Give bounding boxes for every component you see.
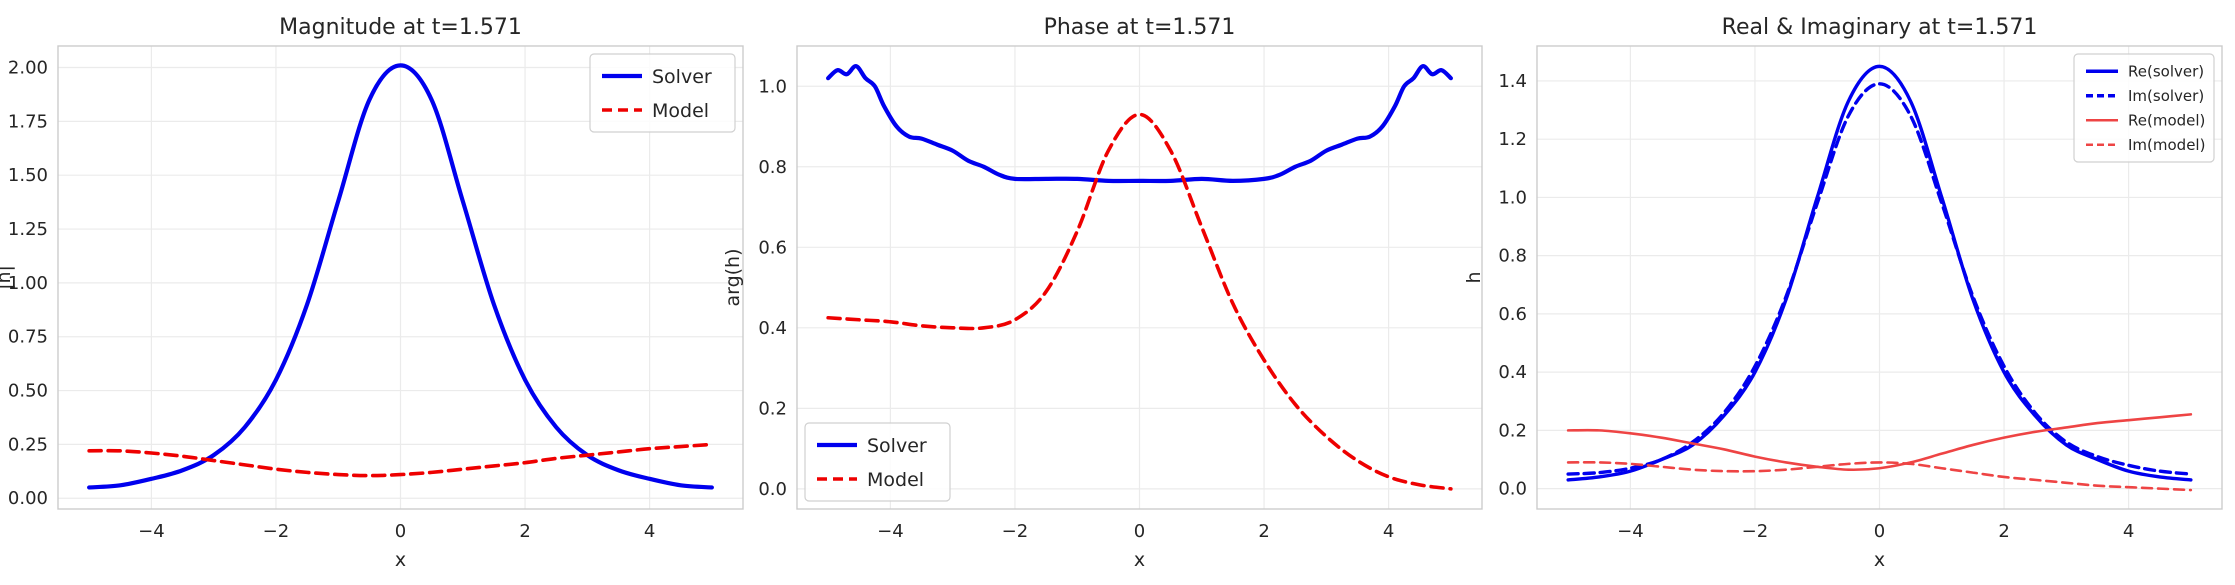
- y-tick-label: 1.00: [8, 273, 48, 294]
- y-tick-label: 2.00: [8, 58, 48, 79]
- y-tick-label: 1.4: [1498, 71, 1527, 92]
- y-tick-label: 1.25: [8, 219, 48, 240]
- y-tick-label: 0.4: [758, 318, 787, 339]
- y-tick-label: 1.0: [758, 76, 787, 97]
- x-tick-label: 0: [1134, 521, 1145, 542]
- legend-label: Model: [652, 100, 709, 122]
- y-tick-label: 0.4: [1498, 362, 1527, 383]
- x-axis-label: x: [395, 549, 406, 571]
- x-tick-label: 2: [1998, 521, 2009, 542]
- series-line-solver: [87, 63, 714, 490]
- y-axis-label: h: [1463, 271, 1485, 283]
- y-tick-label: 0.6: [1498, 304, 1527, 325]
- series-line-im-model-: [1566, 461, 2193, 492]
- x-tick-label: 2: [519, 521, 530, 542]
- plot-frame: [1536, 45, 2223, 510]
- plot-frame: [796, 45, 1483, 510]
- chart-title: Real & Imaginary at t=1.571: [1722, 15, 2038, 40]
- legend-label: Im(solver): [2128, 87, 2204, 105]
- series-line-model: [826, 112, 1453, 491]
- chart-1: −4 −2 0 2 4 0.00 0.25 0.50 0.75 1.00 1.25 1.50 1.75 2…: [0, 15, 744, 571]
- legend-label: Im(model): [2128, 136, 2205, 154]
- x-axis-label: x: [1874, 549, 1885, 571]
- chart-2: −4 −2 0 2 4 0.0 0.2 0.4 0.6 0.8 1.0 Phase at t=1.57…: [722, 15, 1483, 571]
- y-tick-label: 0.0: [1498, 479, 1527, 500]
- x-tick-label: 0: [395, 521, 406, 542]
- x-tick-label: 4: [1383, 521, 1394, 542]
- series-line-solver: [826, 64, 1453, 184]
- y-tick-label: 0.6: [758, 237, 787, 258]
- y-tick-label: 0.00: [8, 488, 48, 509]
- x-tick-label: 4: [644, 521, 655, 542]
- y-tick-label: 1.50: [8, 165, 48, 186]
- plot-frame: [57, 45, 744, 510]
- x-tick-label: −2: [263, 521, 290, 542]
- x-tick-label: −4: [877, 521, 904, 542]
- series-line-model: [87, 442, 714, 478]
- legend-frame: [804, 422, 951, 502]
- legend: Solver Model: [804, 422, 951, 502]
- y-tick-label: 0.75: [8, 327, 48, 348]
- x-tick-label: −4: [1617, 521, 1644, 542]
- y-tick-label: 1.75: [8, 111, 48, 132]
- y-axis-label: arg(h): [722, 248, 744, 306]
- y-tick-label: 0.2: [758, 398, 787, 419]
- y-tick-label: 0.8: [1498, 246, 1527, 267]
- legend-label: Re(model): [2128, 112, 2205, 130]
- legend-label: Re(solver): [2128, 63, 2204, 81]
- x-tick-label: 0: [1874, 521, 1885, 542]
- x-axis-label: x: [1134, 549, 1145, 571]
- chart-3: −4 −2 0 2 4 0.0 0.2 0.4 0.6 0.8 1.0 1.2 1.4 Real & Im…: [1463, 15, 2223, 571]
- x-tick-label: 4: [2123, 521, 2134, 542]
- legend-frame: [589, 53, 736, 133]
- x-tick-label: −2: [1002, 521, 1029, 542]
- y-tick-label: 1.0: [1498, 187, 1527, 208]
- legend-label: Model: [867, 469, 924, 491]
- y-tick-label: 0.50: [8, 381, 48, 402]
- legend-label: Solver: [867, 435, 927, 457]
- y-tick-label: 1.2: [1498, 129, 1527, 150]
- series-line-re-model-: [1566, 413, 2193, 472]
- legend: Solver Model: [589, 53, 736, 133]
- y-tick-label: 0.0: [758, 479, 787, 500]
- chart-title: Magnitude at t=1.571: [279, 15, 522, 40]
- y-tick-label: 0.2: [1498, 420, 1527, 441]
- y-axis-label: |h|: [0, 265, 15, 290]
- x-tick-label: −2: [1742, 521, 1769, 542]
- x-tick-label: −4: [138, 521, 165, 542]
- series-line-im-solver-: [1566, 82, 2193, 476]
- legend: Re(solver) Im(solver) Re(model) Im(model): [2073, 53, 2215, 163]
- legend-label: Solver: [652, 66, 712, 88]
- y-tick-label: 0.8: [758, 157, 787, 178]
- chart-title: Phase at t=1.571: [1044, 15, 1236, 40]
- y-tick-label: 0.25: [8, 434, 48, 455]
- legend-frame: [2073, 53, 2215, 163]
- x-tick-label: 2: [1258, 521, 1269, 542]
